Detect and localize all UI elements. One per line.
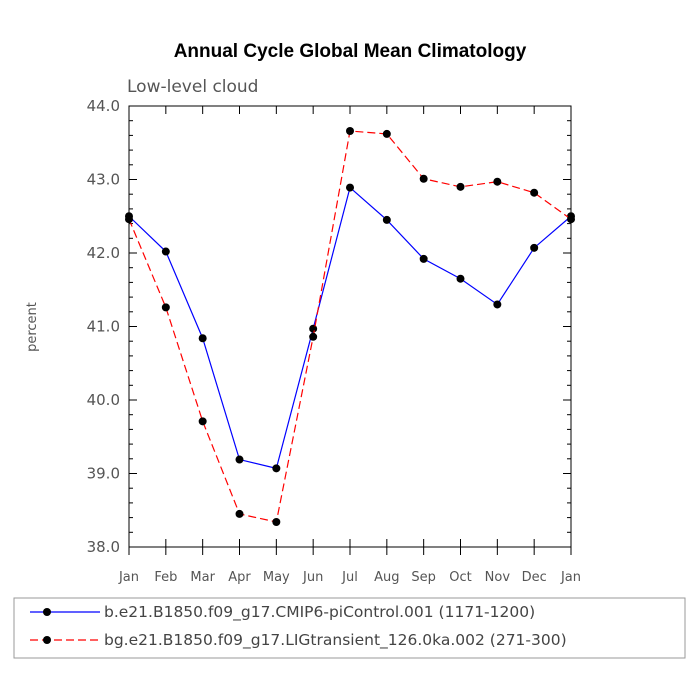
chart-subtitle: Low-level cloud	[127, 77, 258, 97]
legend-marker	[43, 608, 51, 616]
x-tick-label: Jan	[118, 570, 139, 585]
y-tick-label: 42.0	[87, 244, 120, 262]
data-point	[456, 182, 465, 191]
data-point	[346, 183, 354, 192]
data-point	[235, 455, 244, 464]
data-point	[272, 464, 281, 473]
data-point	[161, 303, 170, 312]
series-line-1	[128, 186, 572, 470]
chart-title: Annual Cycle Global Mean Climatology	[174, 41, 527, 62]
y-tick-label: 40.0	[87, 391, 120, 409]
data-point	[309, 324, 318, 333]
plot-frame	[128, 105, 572, 548]
data-point	[382, 215, 391, 224]
y-tick-label: 38.0	[87, 538, 120, 556]
x-tick-label: Feb	[154, 570, 177, 585]
data-point	[125, 215, 133, 224]
x-tick-label: Jun	[302, 570, 323, 585]
legend-label-1: b.e21.B1850.f09_g17.CMIP6-piControl.001 …	[104, 603, 535, 622]
data-point	[198, 334, 207, 343]
axis-ticks: 38.0 39.0 40.0 41.0 42.0 43.0 44.0 Jan Feb Mar Apr…	[87, 97, 581, 585]
x-tick-label: Oct	[449, 570, 471, 585]
x-tick-label: Mar	[190, 570, 215, 585]
y-axis-label: percent	[25, 302, 40, 352]
y-tick-label: 39.0	[87, 465, 120, 483]
data-point	[161, 247, 170, 256]
y-tick-label: 41.0	[87, 318, 120, 336]
data-point	[530, 188, 539, 197]
legend-box	[13, 597, 686, 659]
data-point	[493, 177, 502, 186]
x-tick-label: Jul	[341, 570, 358, 585]
data-point	[309, 332, 318, 341]
x-tick-label: Jan	[560, 570, 581, 585]
data-point	[456, 274, 465, 283]
data-point	[346, 126, 354, 135]
data-point	[235, 509, 244, 518]
legend-label-2: bg.e21.B1850.f09_g17.LIGtransient_126.0k…	[104, 631, 567, 650]
y-tick-label: 44.0	[87, 97, 120, 115]
series-layer	[125, 126, 575, 527]
data-point	[419, 174, 428, 183]
data-point	[419, 254, 428, 263]
data-point	[382, 129, 391, 138]
y-tick-label: 43.0	[87, 171, 120, 189]
data-point	[493, 300, 502, 309]
x-tick-label: Aug	[374, 570, 399, 585]
data-point	[530, 243, 539, 252]
data-point	[272, 518, 281, 527]
x-tick-label: Dec	[522, 570, 547, 585]
legend-marker	[43, 636, 51, 644]
x-tick-label: Sep	[411, 570, 436, 585]
data-point	[567, 215, 575, 224]
x-tick-label: May	[263, 570, 290, 585]
legend: b.e21.B1850.f09_g17.CMIP6-piControl.001 …	[30, 603, 567, 650]
x-tick-label: Apr	[228, 570, 251, 585]
data-point	[198, 417, 207, 426]
x-tick-label: Nov	[485, 570, 511, 585]
